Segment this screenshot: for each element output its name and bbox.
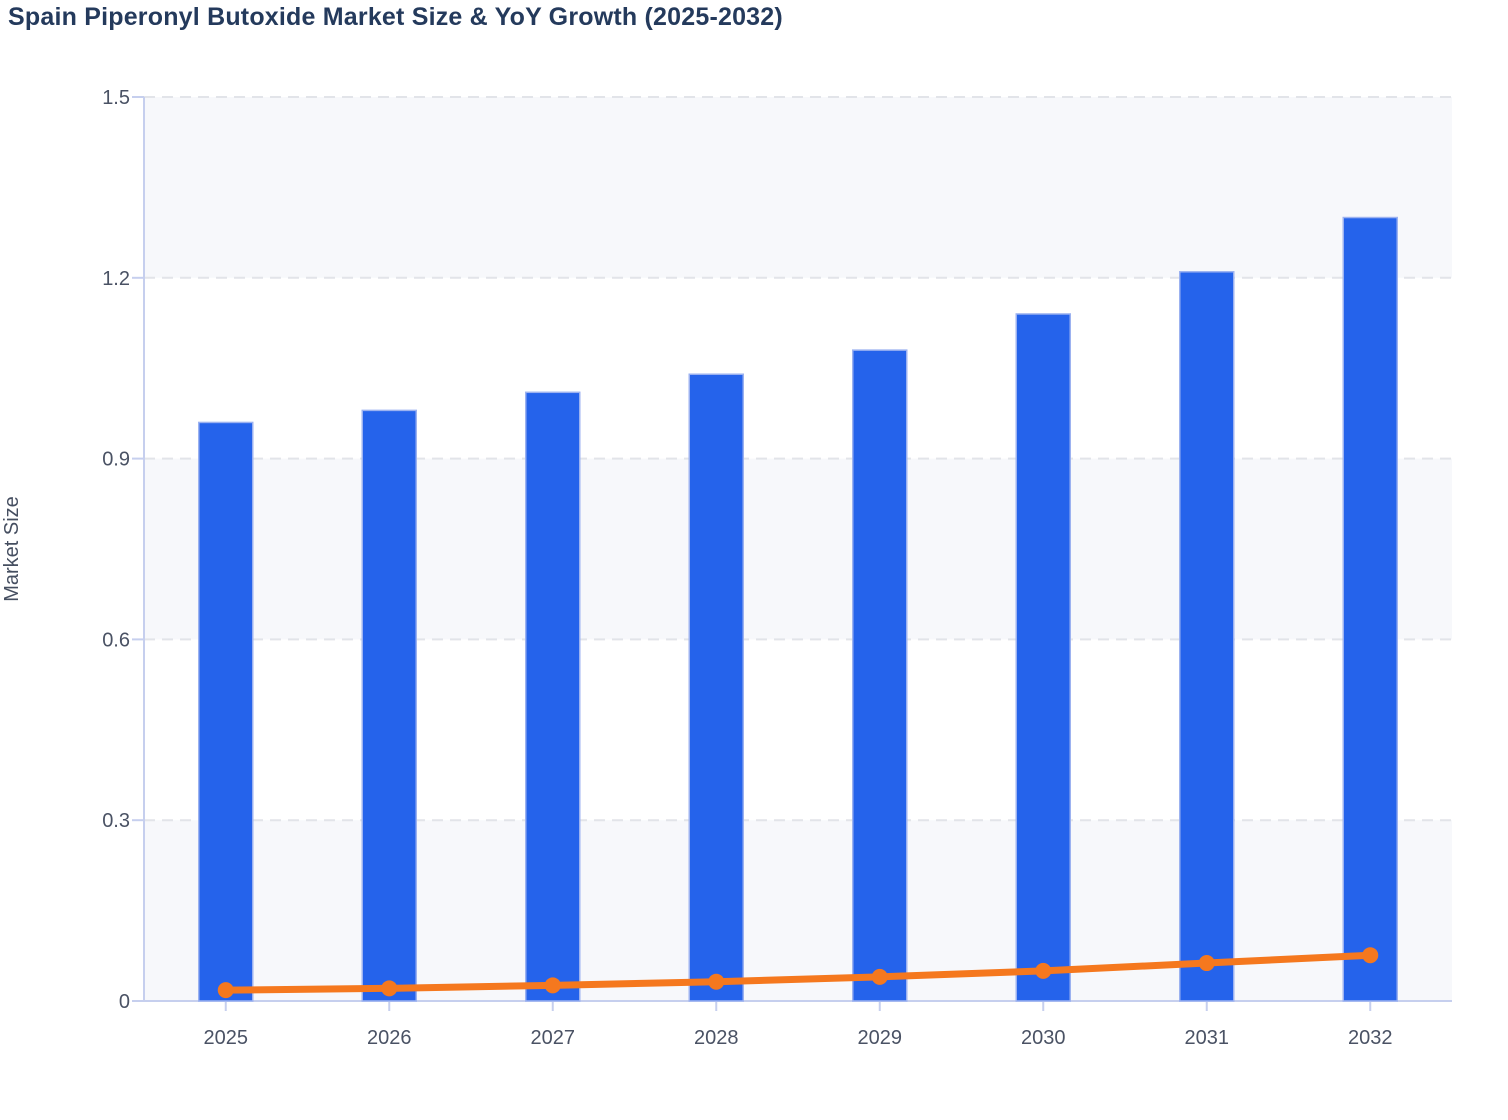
line-series-layer: [217, 947, 1379, 999]
yoy-growth-point-2032[interactable]: [1362, 947, 1379, 964]
bar-2029[interactable]: [852, 349, 908, 1002]
yoy-growth-point-2028[interactable]: [708, 973, 725, 990]
bar-2025[interactable]: [198, 421, 254, 1002]
x-tick-label: 2026: [367, 1027, 412, 1049]
x-tick-label: 2030: [1021, 1027, 1066, 1049]
bars-layer: [198, 216, 1398, 1002]
yoy-growth-point-2027[interactable]: [544, 977, 561, 994]
bar-2026[interactable]: [361, 409, 417, 1002]
bar-2032[interactable]: [1342, 216, 1398, 1002]
plot-bands-layer: [144, 97, 1452, 1001]
yoy-growth-point-2031[interactable]: [1198, 955, 1215, 972]
y-tick-label: 0.6: [102, 629, 130, 651]
x-tick-label: 2031: [1185, 1027, 1230, 1049]
bar-2031[interactable]: [1179, 271, 1235, 1002]
plot-band: [144, 820, 1452, 1001]
yoy-growth-point-2025[interactable]: [217, 982, 234, 999]
x-tick-label: 2027: [531, 1027, 576, 1049]
plot-band: [144, 97, 1452, 278]
bar-2028[interactable]: [688, 373, 744, 1002]
yoy-growth-point-2030[interactable]: [1035, 962, 1052, 979]
yoy-growth-point-2026[interactable]: [381, 980, 398, 997]
x-tick-label: 2032: [1348, 1027, 1393, 1049]
x-tick-label: 2029: [858, 1027, 903, 1049]
bar-2027[interactable]: [525, 391, 581, 1002]
y-tick-label: 0.9: [102, 449, 130, 471]
y-tick-label: 1.5: [102, 87, 130, 109]
bar-2030[interactable]: [1015, 313, 1071, 1002]
chart-title: Spain Piperonyl Butoxide Market Size & Y…: [8, 3, 783, 31]
y-tick-label: 0: [119, 991, 130, 1013]
yoy-growth-line: [222, 951, 1374, 994]
tick-labels-layer: 0 0.3 0.6 0.9 1.2 1.5 2025 2026 2027 2028 2029 2030…: [102, 87, 1392, 1049]
x-tick-label: 2025: [204, 1027, 249, 1049]
y-tick-label: 1.2: [102, 268, 130, 290]
plot-band: [144, 458, 1452, 640]
x-tick-label: 2028: [694, 1027, 739, 1049]
yoy-growth-point-2029[interactable]: [871, 968, 888, 985]
y-tick-label: 0.3: [102, 810, 130, 832]
y-axis-title: Market Size: [1, 496, 23, 602]
